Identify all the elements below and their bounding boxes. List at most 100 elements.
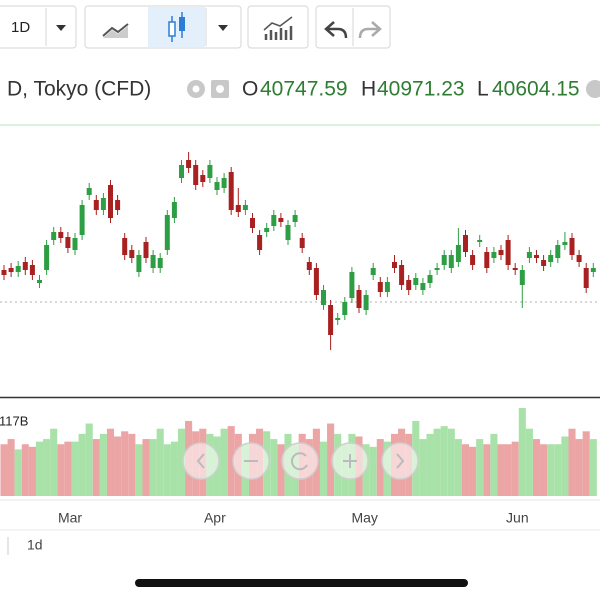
volume-label: 117B <box>0 413 28 428</box>
volume-bar <box>447 428 455 496</box>
candle-body <box>129 250 135 258</box>
footer-interval[interactable]: 1d <box>27 537 43 553</box>
volume-bar <box>71 441 79 496</box>
candle-icon <box>168 21 176 37</box>
candle-body <box>15 266 21 272</box>
legend-row: D, Tokyo (CFD) O 40747.59 H 40971.23 L 4… <box>7 78 600 101</box>
volume-bar <box>561 436 569 496</box>
scroll-left-button[interactable] <box>182 442 220 480</box>
undo-icon[interactable] <box>324 21 348 39</box>
low-value: 40604.15 <box>492 78 580 101</box>
volume-bar <box>163 444 171 496</box>
indicators-button[interactable] <box>247 5 309 49</box>
scroll-right-button[interactable] <box>381 442 419 480</box>
high-label: H <box>361 78 376 101</box>
volume-bar <box>106 428 115 496</box>
candle-body <box>29 265 35 275</box>
eye-icon <box>192 85 200 93</box>
candle-icon <box>179 17 185 31</box>
candle-body <box>271 215 277 226</box>
candle-body <box>377 282 383 292</box>
interval-button[interactable] <box>0 5 77 49</box>
candle-body <box>441 255 447 265</box>
candle-body <box>292 215 298 222</box>
candle-body <box>370 268 376 275</box>
x-tick-label: Jun <box>506 510 529 526</box>
volume-bar <box>14 449 22 496</box>
candle-body <box>363 295 369 310</box>
line-style-icon[interactable] <box>102 23 129 37</box>
candle-body <box>22 262 28 270</box>
candle-body <box>58 232 64 238</box>
volume-bar <box>135 444 143 496</box>
volume-bar <box>469 446 477 496</box>
volume-bar <box>85 423 93 496</box>
reset-button[interactable] <box>281 442 319 480</box>
candle-body <box>250 218 255 228</box>
redo-icon[interactable] <box>358 21 382 39</box>
candle-body <box>427 275 433 283</box>
volume-bar <box>170 441 178 496</box>
candle-body <box>51 232 57 240</box>
volume-bar <box>433 428 441 496</box>
volume-bar <box>35 441 44 496</box>
candle-body <box>534 255 539 258</box>
candle-body <box>306 262 312 270</box>
candle-style-selected[interactable] <box>148 7 205 47</box>
volume-bar <box>121 431 129 496</box>
candle-body <box>200 175 206 182</box>
candle-body <box>242 205 248 210</box>
candle-body <box>150 255 156 268</box>
candle-body <box>264 228 270 232</box>
volume-bar <box>511 441 519 496</box>
volume-bar <box>92 439 100 496</box>
volume-bar <box>589 439 597 496</box>
candle-body <box>257 235 263 250</box>
candle-body <box>86 188 92 195</box>
candle-body <box>335 318 341 320</box>
volume-bar <box>177 428 186 496</box>
candle-body <box>555 245 561 258</box>
volume-bar <box>277 444 285 496</box>
candle-body <box>455 245 461 262</box>
dropdown-arrow[interactable] <box>56 25 66 31</box>
volume-bar <box>568 428 576 496</box>
candle-body <box>79 205 85 235</box>
volume-bar <box>128 433 136 496</box>
candle-body <box>193 165 199 185</box>
candle-body <box>321 290 326 305</box>
dropdown-arrow[interactable] <box>218 25 228 31</box>
settings-icon <box>216 85 224 93</box>
candle-body <box>384 282 390 292</box>
open-label: O <box>242 78 258 101</box>
volume-bar <box>327 423 335 496</box>
candle-body <box>186 160 192 168</box>
volume-bar <box>497 444 505 496</box>
volume-bar <box>476 439 484 496</box>
volume-bar <box>532 439 541 496</box>
volume-bar <box>518 408 526 496</box>
candle-body <box>399 265 405 285</box>
more-icon[interactable] <box>586 80 600 98</box>
volume-bar <box>504 444 512 496</box>
candle-body <box>1 270 7 275</box>
candle-body <box>143 242 149 258</box>
interval-label: 1D <box>11 19 30 36</box>
candle-body <box>590 268 596 272</box>
volume-bar <box>454 439 462 496</box>
volume-bar <box>319 441 328 496</box>
time-axis: Mar Apr May Jun <box>58 510 529 526</box>
candle-body <box>342 302 348 315</box>
candle-body <box>100 198 106 210</box>
candle-body <box>392 262 397 268</box>
candle-body <box>420 283 426 290</box>
volume-bar <box>7 439 15 496</box>
candle-body <box>413 278 419 285</box>
candle-body <box>562 242 568 245</box>
candle-body <box>164 215 170 250</box>
volume-bar <box>57 444 65 496</box>
volume-bar <box>440 426 448 496</box>
volume-bar <box>21 444 29 496</box>
volume-bar <box>554 444 562 496</box>
